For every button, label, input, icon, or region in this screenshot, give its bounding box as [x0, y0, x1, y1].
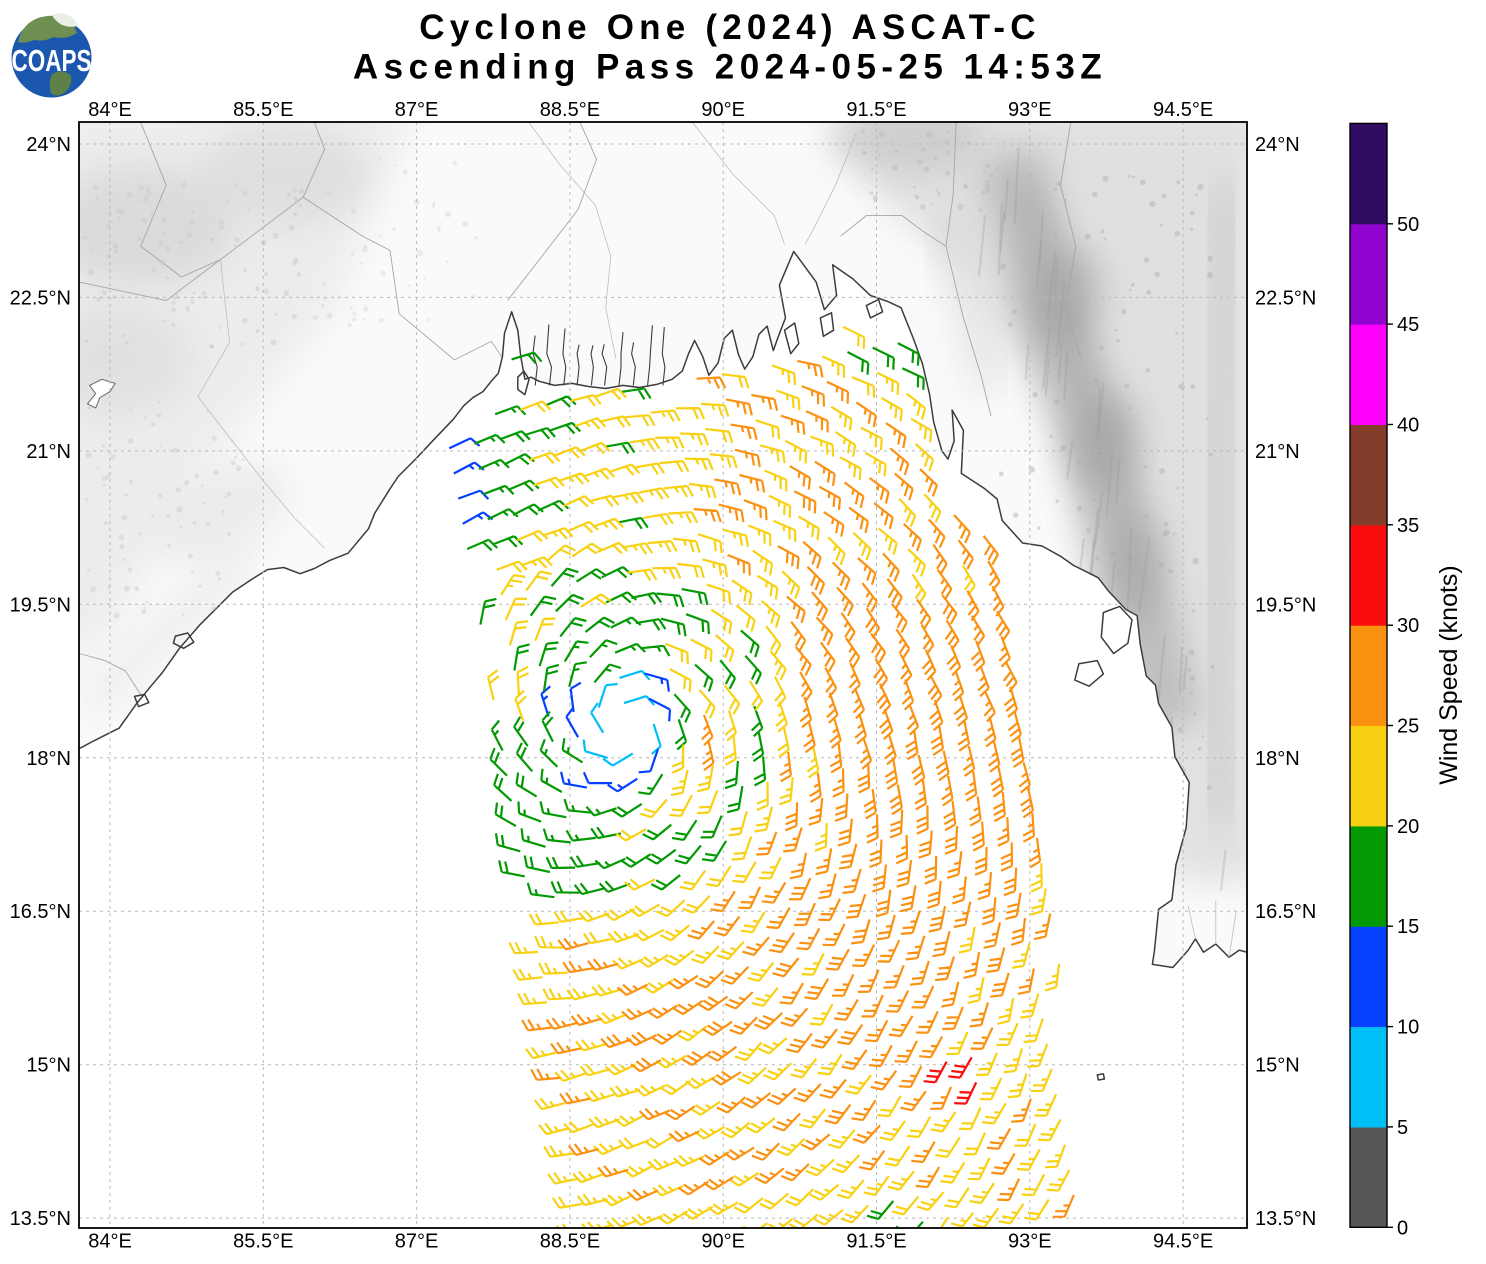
svg-text:25: 25	[1397, 716, 1419, 738]
svg-text:16.5°N: 16.5°N	[10, 901, 71, 923]
svg-text:87°E: 87°E	[395, 1231, 439, 1253]
svg-text:13.5°N: 13.5°N	[1255, 1208, 1316, 1230]
svg-text:45: 45	[1397, 314, 1419, 336]
svg-text:88.5°E: 88.5°E	[540, 99, 600, 121]
svg-text:19.5°N: 19.5°N	[1255, 594, 1316, 616]
svg-text:90°E: 90°E	[701, 99, 745, 121]
svg-text:91.5°E: 91.5°E	[846, 99, 906, 121]
svg-text:15: 15	[1397, 916, 1419, 938]
svg-text:24°N: 24°N	[26, 134, 71, 156]
svg-text:91.5°E: 91.5°E	[846, 1231, 906, 1253]
svg-text:10: 10	[1397, 1017, 1419, 1039]
svg-text:50: 50	[1397, 214, 1419, 236]
svg-text:85.5°E: 85.5°E	[233, 1231, 293, 1253]
svg-text:22.5°N: 22.5°N	[10, 287, 71, 309]
svg-text:24°N: 24°N	[1255, 134, 1300, 156]
svg-text:15°N: 15°N	[1255, 1055, 1300, 1077]
svg-text:40: 40	[1397, 415, 1419, 437]
svg-text:94.5°E: 94.5°E	[1153, 1231, 1213, 1253]
svg-text:19.5°N: 19.5°N	[10, 594, 71, 616]
svg-text:Cyclone One (2024) ASCAT-C: Cyclone One (2024) ASCAT-C	[419, 8, 1040, 47]
svg-text:21°N: 21°N	[1255, 441, 1300, 463]
svg-text:21°N: 21°N	[26, 441, 71, 463]
svg-text:85.5°E: 85.5°E	[233, 99, 293, 121]
svg-text:22.5°N: 22.5°N	[1255, 287, 1316, 309]
svg-text:88.5°E: 88.5°E	[540, 1231, 600, 1253]
svg-text:35: 35	[1397, 515, 1419, 537]
svg-text:84°E: 84°E	[88, 99, 132, 121]
svg-text:15°N: 15°N	[26, 1055, 71, 1077]
svg-text:87°E: 87°E	[395, 99, 439, 121]
svg-text:94.5°E: 94.5°E	[1153, 99, 1213, 121]
svg-text:Wind Speed (knots): Wind Speed (knots)	[1435, 565, 1463, 785]
svg-text:13.5°N: 13.5°N	[10, 1208, 71, 1230]
svg-text:90°E: 90°E	[701, 1231, 745, 1253]
svg-text:0: 0	[1397, 1217, 1408, 1239]
svg-text:Ascending Pass 2024-05-25 14:5: Ascending Pass 2024-05-25 14:53Z	[353, 48, 1107, 87]
svg-text:5: 5	[1397, 1117, 1408, 1139]
svg-text:93°E: 93°E	[1008, 1231, 1052, 1253]
svg-text:84°E: 84°E	[88, 1231, 132, 1253]
svg-text:18°N: 18°N	[1255, 748, 1300, 770]
svg-text:30: 30	[1397, 615, 1419, 637]
svg-text:93°E: 93°E	[1008, 99, 1052, 121]
svg-text:20: 20	[1397, 816, 1419, 838]
svg-text:16.5°N: 16.5°N	[1255, 901, 1316, 923]
svg-text:18°N: 18°N	[26, 748, 71, 770]
svg-text:COAPS: COAPS	[12, 43, 92, 78]
